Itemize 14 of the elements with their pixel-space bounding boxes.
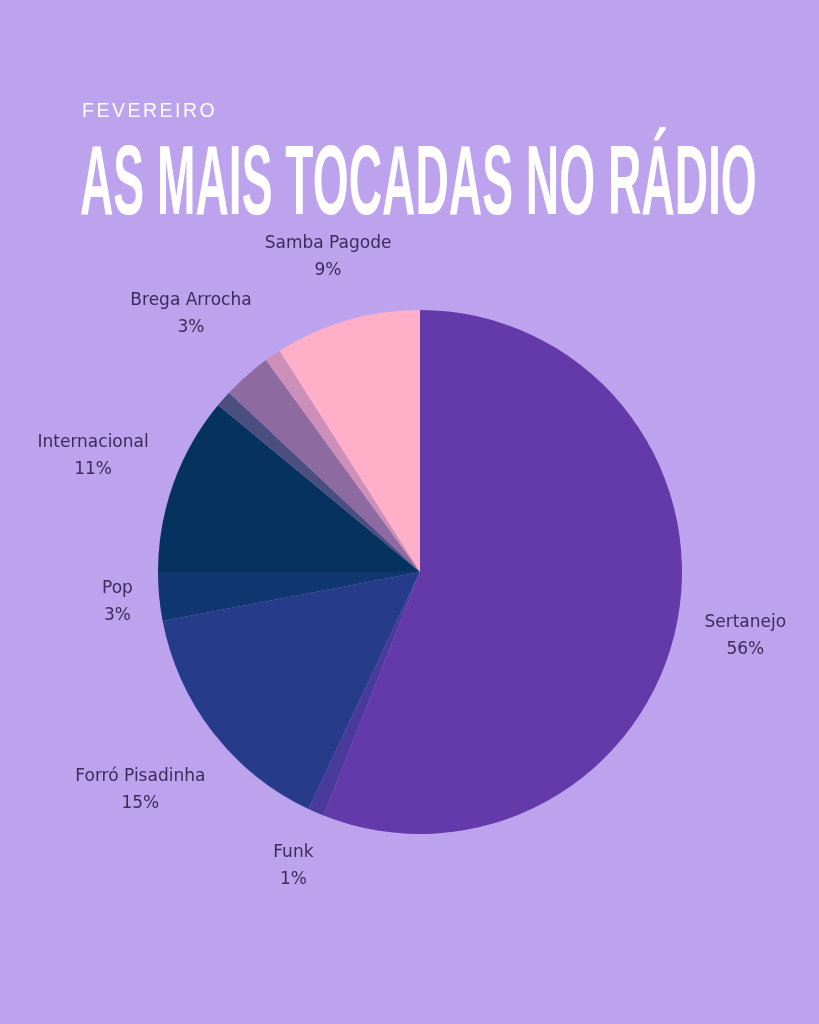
data-label: 3% bbox=[103, 604, 131, 625]
chart-subtitle: FEVEREIRO bbox=[82, 99, 218, 121]
slice-label: Sertanejo bbox=[704, 610, 787, 631]
slice-label: Forró Pisadinha bbox=[75, 765, 206, 786]
slice-label: Pop bbox=[102, 577, 133, 598]
slice-label: Funk bbox=[273, 841, 314, 862]
slice-label: Internacional bbox=[37, 430, 149, 451]
data-label: 56% bbox=[726, 637, 765, 658]
data-label: 15% bbox=[121, 792, 160, 813]
data-label: 3% bbox=[177, 315, 205, 336]
slice-label: Brega Arrocha bbox=[130, 288, 252, 309]
data-label: 9% bbox=[314, 258, 342, 279]
data-label: 1% bbox=[279, 868, 307, 889]
data-label: 11% bbox=[74, 457, 112, 478]
